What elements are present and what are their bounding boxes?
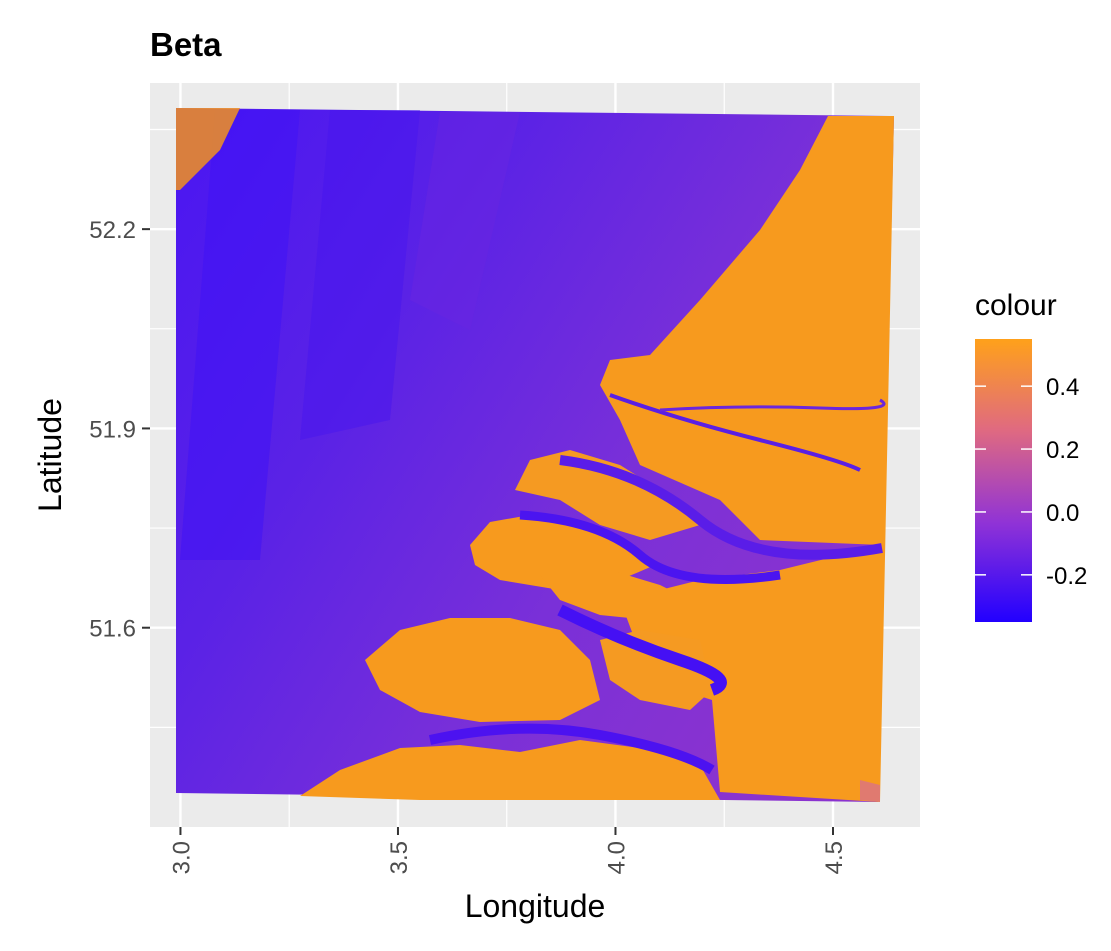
legend: colour -0.2 0.0 0.2 0.4 bbox=[975, 289, 1087, 622]
legend-colorbar bbox=[975, 339, 1032, 622]
estuary-channel bbox=[428, 723, 715, 775]
chart-title: Beta bbox=[150, 26, 222, 63]
mainland bbox=[600, 116, 894, 802]
island-north bbox=[515, 450, 700, 540]
y-axis: 51.6 51.9 52.2 bbox=[89, 217, 150, 643]
y-tick-label: 51.9 bbox=[89, 416, 136, 443]
estuary-channel bbox=[557, 604, 727, 696]
island-beveland bbox=[600, 630, 712, 710]
island-walcheren bbox=[365, 618, 600, 722]
estuary-channel bbox=[659, 398, 886, 412]
offshore-streak bbox=[410, 112, 520, 330]
offshore-streak bbox=[180, 110, 300, 560]
raster-map bbox=[176, 108, 894, 802]
legend-tick-label: 0.0 bbox=[1046, 500, 1079, 527]
x-axis: 3.0 3.5 4.0 4.5 bbox=[168, 827, 848, 874]
y-tick-label: 52.2 bbox=[89, 217, 136, 244]
y-axis-title: Latitude bbox=[32, 398, 68, 512]
x-tick-label: 4.5 bbox=[821, 841, 848, 874]
x-tick-label: 3.0 bbox=[168, 841, 195, 874]
land-patch bbox=[860, 780, 880, 802]
legend-title: colour bbox=[975, 289, 1057, 322]
x-tick-label: 3.5 bbox=[386, 841, 413, 874]
offshore-patch bbox=[176, 108, 240, 190]
legend-tick-label: 0.4 bbox=[1046, 374, 1079, 401]
legend-tick-label: 0.2 bbox=[1046, 437, 1079, 464]
x-axis-title: Longitude bbox=[465, 888, 606, 924]
zeeuws-vlaanderen bbox=[300, 740, 720, 800]
estuary-channel bbox=[519, 510, 781, 584]
legend-tick-label: -0.2 bbox=[1046, 563, 1087, 590]
estuary-channel bbox=[609, 393, 861, 472]
offshore-streak bbox=[300, 110, 420, 440]
y-tick-label: 51.6 bbox=[89, 616, 136, 643]
island-schouwen bbox=[540, 560, 690, 620]
x-tick-label: 4.0 bbox=[603, 841, 630, 874]
estuary-channel bbox=[559, 455, 883, 560]
legend-ticks: -0.2 0.0 0.2 0.4 bbox=[975, 374, 1087, 590]
